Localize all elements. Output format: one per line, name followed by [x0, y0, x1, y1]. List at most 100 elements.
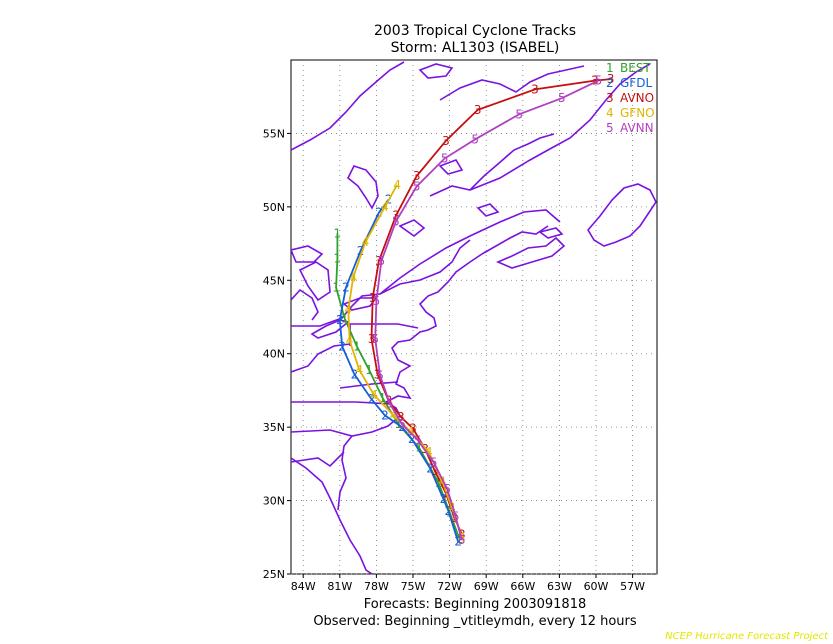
- track-line-best: [335, 233, 461, 540]
- legend-item-gfno: 4 GFNO: [606, 106, 655, 120]
- track-marker-gfdl: 2: [375, 206, 383, 220]
- track-marker-avno: 3: [413, 169, 421, 183]
- track-marker-avnn: 5: [414, 433, 422, 447]
- x-tick-label: 75W: [401, 580, 426, 593]
- track-marker-gfdl: 2: [408, 432, 416, 446]
- x-tick-label: 72W: [437, 580, 462, 593]
- track-marker-avno: 3: [375, 254, 383, 268]
- coastline-nova-scotia: [495, 236, 566, 269]
- track-marker-best: 1: [456, 532, 464, 546]
- coastline-ungava: [439, 65, 585, 101]
- y-tick-label: 50N: [263, 201, 285, 214]
- track-marker-avno: 3: [442, 134, 450, 148]
- track-marker-avno: 3: [369, 291, 377, 305]
- x-tick-label: 84W: [291, 580, 316, 593]
- chart-title: 2003 Tropical Cyclone Tracks: [374, 23, 576, 39]
- track-marker-gfdl: 2: [342, 281, 350, 295]
- coastline-labrador: [469, 63, 651, 191]
- x-tick-label: 66W: [510, 580, 535, 593]
- border-ohio: [291, 343, 351, 373]
- legend-item-avno: 3 AVNO: [606, 91, 654, 105]
- legend-id-gfno: 4: [606, 106, 614, 120]
- track-marker-avnn: 5: [441, 151, 449, 165]
- legend-label-best: BEST: [620, 61, 651, 75]
- track-marker-best: 1: [341, 311, 349, 325]
- track-marker-gfno: 4: [407, 425, 415, 439]
- track-marker-gfdl: 2: [398, 420, 406, 434]
- track-marker-best: 1: [353, 339, 361, 353]
- track-marker-avnn: 5: [371, 332, 379, 346]
- border-tn-nc: [291, 401, 393, 405]
- track-marker-avno: 3: [409, 422, 417, 436]
- border-southeast: [291, 451, 345, 468]
- track-marker-avnn: 5: [595, 74, 603, 88]
- track-marker-avno: 3: [374, 367, 382, 381]
- coastline-lakes-north-3: [438, 159, 464, 175]
- track-marker-avnn: 5: [373, 294, 381, 308]
- y-tick-label: 55N: [263, 127, 285, 140]
- chart-subtitle: Storm: AL1303 (ISABEL): [391, 40, 560, 56]
- legend-item-best: 1 BEST: [606, 61, 651, 75]
- legend-id-best: 1: [606, 61, 614, 75]
- x-tick-label: 60W: [584, 580, 609, 593]
- track-line-gfdl: [338, 198, 459, 542]
- track-marker-avnn: 5: [452, 510, 460, 524]
- x-tick-label: 63W: [547, 580, 572, 593]
- coastline-new-brunswick: [481, 225, 549, 255]
- track-marker-gfno: 4: [448, 501, 456, 515]
- track-marker-gfno: 4: [346, 333, 354, 347]
- track-marker-avno: 3: [431, 464, 439, 478]
- track-marker-gfdl: 2: [445, 504, 453, 518]
- track-marker-avno: 3: [392, 209, 400, 223]
- track-marker-avnn: 5: [413, 179, 421, 193]
- track-marker-avnn: 5: [392, 215, 400, 229]
- legend-item-avnn: 5 AVNN: [606, 121, 654, 135]
- track-marker-best: 1: [365, 363, 373, 377]
- legend-id-avnn: 5: [606, 121, 614, 135]
- track-marker-avnn: 5: [515, 107, 523, 121]
- track-marker-avnn: 5: [443, 482, 451, 496]
- y-tick-label: 45N: [263, 274, 285, 287]
- track-marker-gfno: 4: [370, 388, 378, 402]
- track-marker-gfdl: 2: [357, 244, 365, 258]
- legend-label-gfno: GFNO: [620, 106, 655, 120]
- track-marker-gfno: 4: [393, 178, 401, 192]
- track-marker-avno: 3: [368, 332, 376, 346]
- track-marker-avno: 3: [458, 527, 466, 541]
- track-marker-avnn: 5: [458, 533, 466, 547]
- track-marker-gfdl: 2: [338, 339, 346, 353]
- track-marker-gfno: 4: [345, 303, 353, 317]
- track-marker-gfdl: 2: [368, 392, 376, 406]
- legend-id-avno: 3: [606, 91, 614, 105]
- track-marker-avno: 3: [397, 410, 405, 424]
- border-michigan: [291, 288, 319, 321]
- track-marker-gfno: 4: [381, 200, 389, 214]
- track-marker-gfno: 4: [425, 445, 433, 459]
- y-tick-label: 35N: [263, 421, 285, 434]
- track-marker-best: 1: [379, 391, 387, 405]
- track-marker-gfno: 4: [349, 270, 357, 284]
- y-tick-label: 40N: [263, 348, 285, 361]
- st-lawrence: [379, 209, 561, 295]
- track-marker-gfno: 4: [438, 474, 446, 488]
- track-marker-avnn: 5: [386, 397, 394, 411]
- track-marker-best: 1: [415, 441, 423, 455]
- track-marker-avnn: 5: [377, 254, 385, 268]
- track-marker-best: 1: [435, 476, 443, 490]
- forecast-caption: Forecasts: Beginning 2003091818: [364, 597, 587, 612]
- legend-label-avnn: AVNN: [620, 121, 654, 135]
- coastline-islands-north: [418, 63, 454, 79]
- x-tick-label: 78W: [364, 580, 389, 593]
- coastline-newfoundland: [587, 183, 657, 247]
- track-line-avnn: [374, 79, 599, 541]
- track-marker-gfdl: 2: [351, 367, 359, 381]
- coastline-pei: [538, 227, 564, 239]
- track-marker-gfdl: 2: [440, 492, 448, 506]
- track-marker-best: 1: [334, 251, 342, 265]
- track-line-avno: [370, 78, 611, 535]
- legend-label-gfdl: GFDL: [620, 76, 652, 90]
- x-tick-label: 81W: [327, 580, 352, 593]
- track-marker-avno: 3: [474, 103, 482, 117]
- coastline-georgia: [337, 435, 353, 511]
- coastline-hudson-bay: [291, 61, 405, 151]
